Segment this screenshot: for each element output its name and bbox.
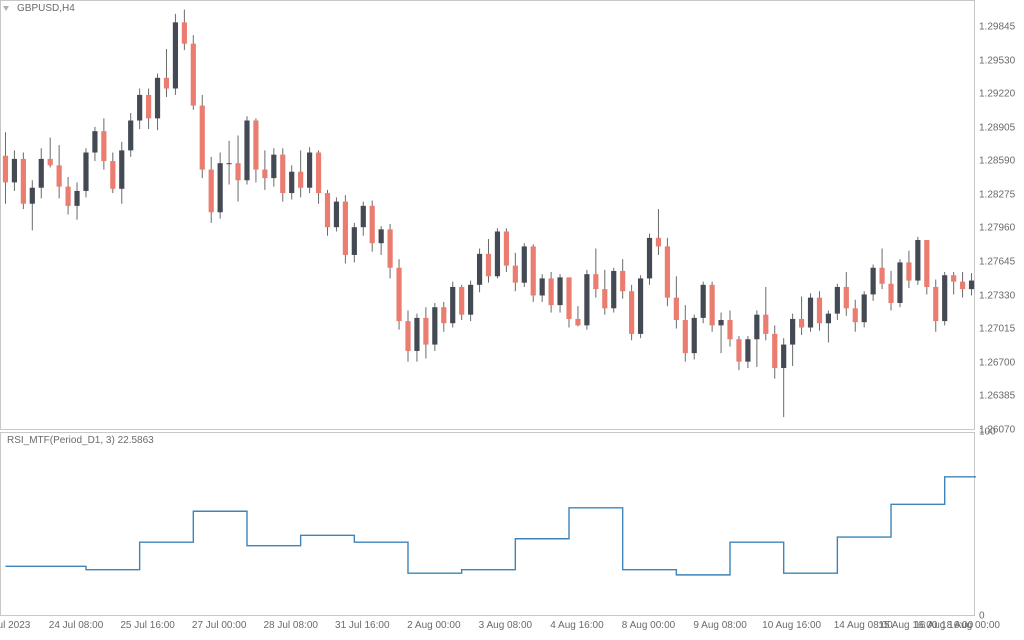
time-tick-label: 18 Aug 00:00: [941, 620, 1000, 631]
time-tick-label: 3 Aug 08:00: [479, 620, 532, 631]
time-tick-label: 24 Jul 08:00: [49, 620, 104, 631]
price-tick-label: 1.29220: [979, 88, 1015, 99]
price-tick-label: 1.28905: [979, 122, 1015, 133]
indicator-tick-label: 100: [979, 427, 996, 438]
price-tick-label: 1.29845: [979, 22, 1015, 33]
candlestick-chart: [1, 1, 976, 431]
price-tick-label: 1.27330: [979, 290, 1015, 301]
price-tick-label: 1.27960: [979, 223, 1015, 234]
rsi-line-chart: [1, 433, 976, 617]
chart-container: GBPUSD,H4 1.260701.263851.267001.270151.…: [0, 0, 1024, 640]
time-tick-label: 27 Jul 00:00: [192, 620, 247, 631]
price-tick-label: 1.27015: [979, 324, 1015, 335]
price-tick-label: 1.29530: [979, 55, 1015, 66]
time-tick-label: 2 Aug 00:00: [407, 620, 460, 631]
indicator-panel[interactable]: RSI_MTF(Period_D1, 3) 22.5863: [0, 432, 975, 616]
price-tick-label: 1.26700: [979, 357, 1015, 368]
time-tick-label: 31 Jul 16:00: [335, 620, 390, 631]
price-tick-label: 1.26385: [979, 391, 1015, 402]
time-tick-label: 10 Aug 16:00: [762, 620, 821, 631]
price-tick-label: 1.27645: [979, 256, 1015, 267]
time-tick-label: 25 Jul 16:00: [120, 620, 175, 631]
time-tick-label: 8 Aug 00:00: [622, 620, 675, 631]
time-tick-label: 28 Jul 08:00: [263, 620, 318, 631]
time-tick-label: 9 Aug 08:00: [693, 620, 746, 631]
price-tick-label: 1.28590: [979, 156, 1015, 167]
time-tick-label: 21 Jul 2023: [0, 620, 30, 631]
price-chart-panel[interactable]: GBPUSD,H4: [0, 0, 975, 430]
time-tick-label: 4 Aug 16:00: [550, 620, 603, 631]
indicator-y-axis: 0100: [975, 432, 1024, 616]
price-tick-label: 1.28275: [979, 189, 1015, 200]
price-y-axis: 1.260701.263851.267001.270151.273301.276…: [975, 0, 1024, 430]
time-x-axis: 21 Jul 2023 24 Jul 08:00 25 Jul 16:00 27 Ju…: [0, 616, 1024, 640]
